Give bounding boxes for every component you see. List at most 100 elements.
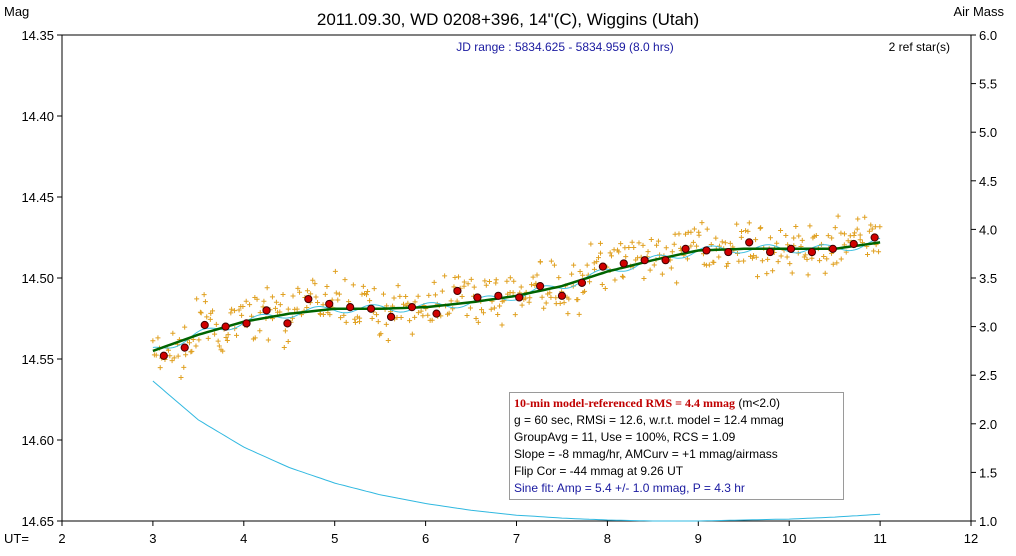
raw-point bbox=[350, 282, 356, 288]
raw-point bbox=[725, 260, 731, 266]
raw-point bbox=[616, 249, 622, 255]
raw-point bbox=[150, 338, 156, 344]
raw-point bbox=[825, 233, 831, 239]
raw-point bbox=[694, 243, 700, 249]
raw-point bbox=[561, 300, 567, 306]
raw-point bbox=[824, 256, 830, 262]
raw-point bbox=[864, 252, 870, 258]
raw-point bbox=[495, 312, 501, 318]
raw-point bbox=[397, 293, 403, 299]
raw-point bbox=[371, 286, 377, 292]
raw-point bbox=[363, 292, 369, 298]
raw-point bbox=[711, 259, 717, 265]
raw-point bbox=[623, 254, 629, 260]
group-average-points bbox=[159, 233, 879, 360]
raw-point bbox=[280, 292, 286, 298]
raw-point bbox=[273, 299, 279, 305]
raw-point bbox=[383, 321, 389, 327]
raw-point bbox=[290, 293, 296, 299]
group-average-point bbox=[536, 282, 545, 291]
raw-point bbox=[553, 295, 559, 301]
raw-point bbox=[648, 236, 654, 242]
raw-point bbox=[407, 318, 413, 324]
raw-point bbox=[252, 335, 258, 341]
raw-point bbox=[645, 249, 651, 255]
raw-point bbox=[461, 283, 467, 289]
raw-point bbox=[277, 309, 283, 315]
raw-point bbox=[745, 228, 751, 234]
raw-point bbox=[450, 306, 456, 312]
raw-point bbox=[178, 374, 184, 380]
raw-point bbox=[654, 242, 660, 248]
raw-point bbox=[688, 243, 694, 249]
raw-point bbox=[595, 255, 601, 261]
raw-point bbox=[580, 272, 586, 278]
raw-point bbox=[265, 337, 271, 343]
raw-point bbox=[497, 303, 503, 309]
raw-point bbox=[631, 244, 637, 250]
raw-point bbox=[647, 267, 653, 273]
group-average-point bbox=[262, 306, 271, 315]
raw-point bbox=[743, 228, 749, 234]
raw-point bbox=[459, 294, 465, 300]
raw-point bbox=[295, 285, 301, 291]
raw-point bbox=[565, 311, 571, 317]
group-average-point bbox=[557, 291, 567, 300]
raw-point bbox=[619, 273, 625, 279]
raw-point bbox=[789, 270, 795, 276]
raw-point bbox=[194, 296, 200, 302]
raw-point bbox=[778, 253, 784, 259]
raw-point bbox=[213, 321, 219, 327]
raw-point bbox=[285, 339, 291, 345]
raw-point bbox=[398, 315, 404, 321]
raw-point bbox=[315, 300, 321, 306]
raw-point bbox=[872, 224, 878, 230]
raw-point bbox=[475, 319, 481, 325]
raw-point bbox=[696, 232, 702, 238]
raw-point bbox=[663, 245, 669, 251]
group-average-point bbox=[661, 256, 670, 265]
x-tick-label: 11 bbox=[873, 531, 887, 546]
raw-point bbox=[659, 271, 665, 277]
raw-point bbox=[352, 320, 358, 326]
y-right-tick-label: 6.0 bbox=[979, 28, 997, 43]
raw-point bbox=[342, 277, 348, 283]
raw-point bbox=[282, 328, 288, 334]
raw-point bbox=[197, 309, 203, 315]
raw-point bbox=[395, 283, 401, 289]
raw-point bbox=[809, 255, 815, 261]
raw-point bbox=[758, 225, 764, 231]
y-axis-right-label: Air Mass bbox=[953, 4, 1004, 19]
group-average-point bbox=[386, 312, 396, 321]
raw-point bbox=[765, 256, 771, 262]
raw-point bbox=[243, 298, 249, 304]
raw-point bbox=[304, 288, 310, 294]
raw-point bbox=[862, 214, 868, 220]
group-average-point bbox=[221, 322, 230, 331]
group-average-point bbox=[304, 294, 313, 304]
raw-point bbox=[365, 289, 371, 295]
raw-point bbox=[175, 353, 181, 359]
raw-point bbox=[759, 258, 765, 264]
raw-point bbox=[483, 282, 489, 288]
raw-point bbox=[277, 302, 283, 308]
raw-point bbox=[189, 348, 195, 354]
raw-point bbox=[557, 301, 563, 307]
raw-point bbox=[717, 243, 723, 249]
raw-point bbox=[412, 299, 418, 305]
raw-point bbox=[691, 226, 697, 232]
raw-point bbox=[442, 273, 448, 279]
x-tick-label: 9 bbox=[695, 531, 702, 546]
raw-point bbox=[357, 315, 363, 321]
raw-point bbox=[285, 306, 291, 312]
raw-point bbox=[626, 245, 632, 251]
raw-point bbox=[461, 279, 467, 285]
group-average-point bbox=[849, 239, 858, 249]
raw-point bbox=[684, 256, 690, 262]
raw-point bbox=[537, 259, 543, 265]
raw-point bbox=[346, 299, 352, 305]
raw-point bbox=[473, 315, 479, 321]
rms-condition: (m<2.0) bbox=[735, 396, 781, 410]
raw-point bbox=[229, 306, 235, 312]
raw-point bbox=[877, 224, 883, 230]
